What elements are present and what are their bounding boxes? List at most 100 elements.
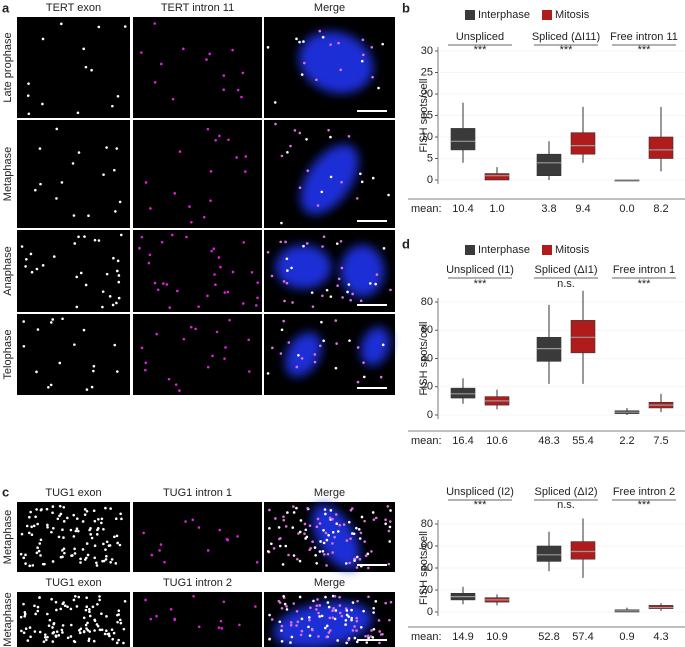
fish-spot xyxy=(326,552,330,556)
fish-spot xyxy=(295,37,298,41)
fish-spot xyxy=(357,528,361,531)
fish-spot xyxy=(360,59,364,63)
fish-spot xyxy=(138,246,141,250)
fish-spot xyxy=(27,531,31,535)
fish-spot xyxy=(84,65,88,69)
fish-spot xyxy=(324,626,327,630)
fish-spot xyxy=(241,71,245,75)
fish-spot xyxy=(90,68,93,72)
fish-spot xyxy=(378,641,381,645)
fish-spot xyxy=(85,596,88,599)
column-header: Merge xyxy=(314,487,345,499)
fish-spot xyxy=(318,29,322,33)
fish-spot xyxy=(341,296,344,299)
fish-spot xyxy=(27,82,30,85)
fish-spot xyxy=(76,529,80,533)
fish-spot xyxy=(388,525,392,529)
fish-spot xyxy=(20,245,24,248)
fish-spot xyxy=(296,557,299,561)
fish-spot xyxy=(371,75,374,79)
fish-spot xyxy=(345,609,349,612)
significance: n.s. xyxy=(557,278,575,290)
fish-spot xyxy=(119,621,123,625)
column-header: Merge xyxy=(314,577,345,589)
fish-spot xyxy=(117,609,121,613)
fish-spot xyxy=(122,641,125,645)
fish-spot xyxy=(73,242,77,245)
mean-value: 10.9 xyxy=(486,631,507,643)
micrograph xyxy=(17,314,130,395)
fish-spot xyxy=(349,298,352,302)
fish-spot xyxy=(355,640,359,644)
fish-spot xyxy=(51,511,54,515)
fish-spot xyxy=(92,639,96,643)
fish-spot xyxy=(337,530,340,533)
fish-spot xyxy=(244,155,248,158)
significance: n.s. xyxy=(557,499,575,511)
fish-spot xyxy=(374,600,378,603)
fish-spot xyxy=(363,519,366,523)
fish-spot xyxy=(331,517,334,521)
y-tick-label: 80 xyxy=(421,518,433,530)
fish-spot xyxy=(353,636,357,640)
fish-spot xyxy=(334,609,338,612)
fish-spot xyxy=(290,266,293,270)
fish-spot xyxy=(111,637,115,641)
fish-spot xyxy=(298,186,302,190)
fish-spot xyxy=(114,562,118,565)
fish-spot xyxy=(367,595,370,599)
fish-spot xyxy=(35,267,39,271)
fish-spot xyxy=(270,542,273,546)
fish-spot xyxy=(84,283,88,287)
y-axis-label: FISH spots/cell xyxy=(418,79,430,153)
fish-spot xyxy=(355,619,359,623)
fish-spot xyxy=(338,611,342,615)
dna-stain xyxy=(275,244,332,289)
fish-spot xyxy=(247,370,251,373)
fish-spot xyxy=(41,102,44,106)
fish-spot xyxy=(59,555,63,559)
fish-spot xyxy=(206,365,210,369)
legend-swatch xyxy=(465,245,475,255)
column-header: TERT intron 11 xyxy=(161,2,234,14)
fish-spot xyxy=(78,629,81,632)
fish-spot xyxy=(39,554,42,557)
group-label: Free intron 1 xyxy=(613,264,675,276)
fish-spot xyxy=(100,628,104,632)
fish-spot xyxy=(144,181,148,184)
mean-value: 55.4 xyxy=(572,435,593,447)
fish-spot xyxy=(372,518,376,521)
mean-value: 3.8 xyxy=(541,203,556,215)
fish-spot xyxy=(62,536,65,539)
fish-spot xyxy=(107,544,111,547)
box xyxy=(570,320,596,354)
fish-spot xyxy=(174,383,178,386)
fish-spot xyxy=(118,618,122,622)
fish-spot xyxy=(30,533,34,537)
fish-spot xyxy=(324,512,327,516)
dna-stain xyxy=(360,327,391,366)
fish-spot xyxy=(26,639,30,642)
fish-spot xyxy=(254,605,257,608)
fish-spot xyxy=(268,508,271,512)
fish-spot xyxy=(329,175,333,179)
fish-spot xyxy=(334,319,338,322)
fish-spot xyxy=(279,240,283,244)
fish-spot xyxy=(370,629,373,632)
fish-spot xyxy=(46,612,49,616)
fish-spot xyxy=(318,604,322,607)
fish-spot xyxy=(23,615,26,618)
fish-spot xyxy=(298,559,302,563)
fish-spot xyxy=(321,245,324,248)
fish-spot xyxy=(93,238,97,242)
fish-spot xyxy=(222,74,226,77)
mean-value: 14.9 xyxy=(452,631,473,643)
fish-spot xyxy=(388,520,392,523)
fish-spot xyxy=(162,282,165,285)
fish-spot xyxy=(372,611,375,614)
fish-spot xyxy=(358,557,362,561)
mean-value: 48.3 xyxy=(538,435,559,447)
fish-spot xyxy=(300,73,304,76)
fish-spot xyxy=(105,629,108,633)
fish-spot xyxy=(353,559,356,562)
